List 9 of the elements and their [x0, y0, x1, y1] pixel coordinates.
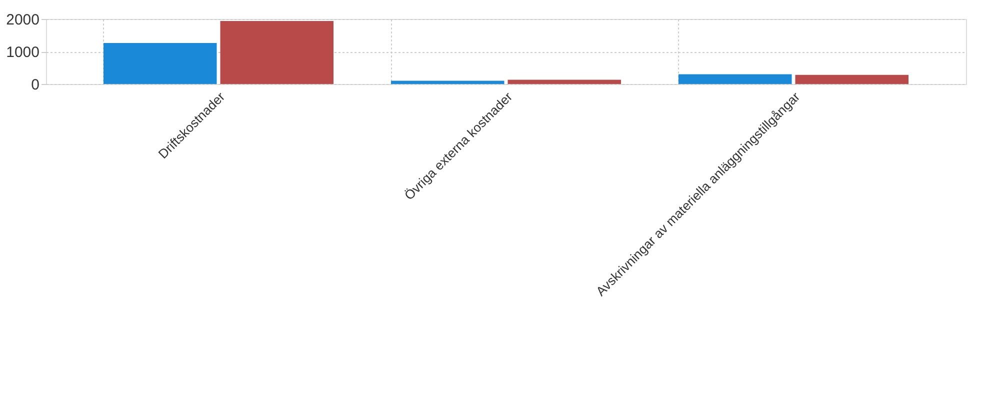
- bar: [104, 43, 217, 84]
- y-tick-label: 0: [31, 76, 40, 94]
- y-tick-label: 2000: [6, 12, 40, 28]
- bar: [678, 74, 792, 84]
- bar: [508, 80, 621, 84]
- bar: [795, 74, 908, 84]
- bar: [220, 20, 334, 84]
- y-tick-label: 1000: [6, 44, 40, 61]
- bar: [391, 80, 504, 84]
